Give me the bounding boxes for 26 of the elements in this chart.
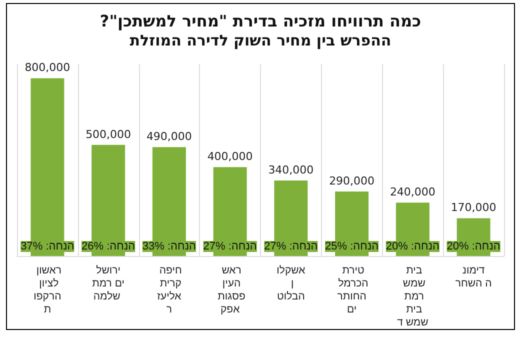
annotation: הנחה: 37% [20, 240, 74, 252]
x-tick-label: בית שמש רמת בית שמש ד [397, 264, 429, 328]
x-tick-label: ירושלים רמת שלמה [92, 264, 124, 302]
x-tick-label: ראש העין פסגות אפק [214, 264, 246, 316]
x-tick-label: טירת הכרמל החותרים [335, 264, 368, 316]
annotation: הנחה: 33% [142, 240, 196, 252]
data-label: 490,000 [146, 130, 192, 144]
data-label: 500,000 [86, 128, 132, 141]
chart-subtitle: ההפרש בין מחיר השוק לדירה המוזלת [130, 32, 392, 50]
annotation: הנחה: 25% [325, 240, 379, 252]
annotation: הנחה: 20% [386, 240, 440, 252]
data-label: 800,000 [24, 61, 70, 74]
annotation: הנחה: 27% [203, 240, 257, 252]
data-label: 240,000 [390, 186, 436, 199]
x-tick-label: דימונה השחר [455, 264, 492, 290]
data-label: 400,000 [207, 150, 253, 164]
data-label: 290,000 [329, 174, 375, 188]
annotation: הנחה: 20% [446, 240, 500, 252]
data-label: 340,000 [268, 163, 314, 176]
chart-title: כמה תרוויחו מזכיה בדירת "מחיר למשתכן"? [100, 12, 422, 30]
data-label: 170,000 [450, 201, 496, 214]
annotation: הנחה: 26% [82, 240, 136, 252]
x-tick-label: חיפה קרית אליעזר [156, 264, 182, 316]
x-tick-label: אשקלון הבלוט [276, 264, 306, 302]
x-tick-label: ראשון לציון הרקפות [33, 264, 62, 316]
annotation: הנחה: 27% [264, 240, 318, 252]
